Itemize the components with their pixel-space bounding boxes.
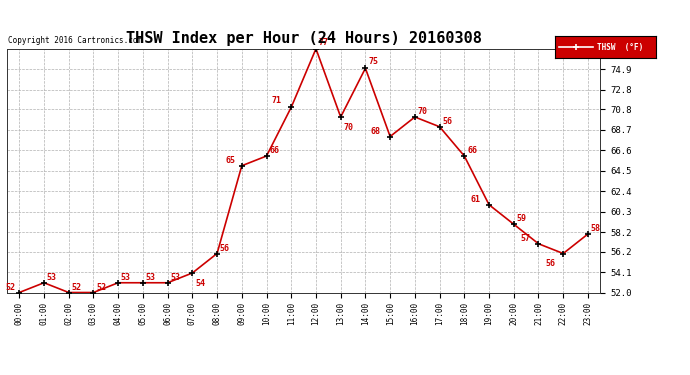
Text: 59: 59 bbox=[517, 214, 526, 223]
Text: 53: 53 bbox=[170, 273, 180, 282]
Text: 70: 70 bbox=[417, 107, 428, 116]
Text: 56: 56 bbox=[220, 244, 230, 253]
Text: 75: 75 bbox=[368, 57, 378, 66]
Text: 65: 65 bbox=[225, 156, 235, 165]
Text: THSW  (°F): THSW (°F) bbox=[598, 43, 644, 52]
Text: 66: 66 bbox=[269, 146, 279, 155]
Text: 70: 70 bbox=[344, 123, 353, 132]
Text: 56: 56 bbox=[442, 117, 453, 126]
Text: 53: 53 bbox=[47, 273, 57, 282]
Text: 58: 58 bbox=[591, 224, 601, 233]
Text: 77: 77 bbox=[319, 38, 328, 46]
Text: 56: 56 bbox=[545, 259, 555, 268]
Text: 52: 52 bbox=[6, 283, 15, 292]
Text: 71: 71 bbox=[272, 96, 282, 105]
Text: 52: 52 bbox=[96, 283, 106, 292]
Text: 68: 68 bbox=[371, 127, 381, 136]
Title: THSW Index per Hour (24 Hours) 20160308: THSW Index per Hour (24 Hours) 20160308 bbox=[126, 31, 482, 46]
Text: 54: 54 bbox=[195, 279, 205, 288]
Text: 66: 66 bbox=[467, 146, 477, 155]
Text: 57: 57 bbox=[520, 234, 531, 243]
Text: 53: 53 bbox=[146, 273, 156, 282]
Text: Copyright 2016 Cartronics.com: Copyright 2016 Cartronics.com bbox=[8, 36, 142, 45]
Text: 61: 61 bbox=[471, 195, 481, 204]
Text: 52: 52 bbox=[72, 283, 81, 292]
Text: 53: 53 bbox=[121, 273, 131, 282]
